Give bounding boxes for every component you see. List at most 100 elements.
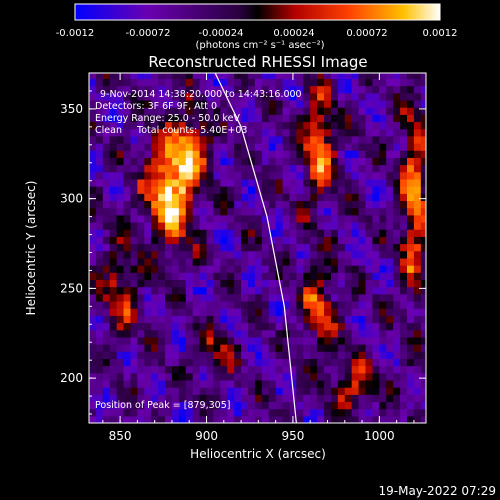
heatmap-cell bbox=[130, 214, 138, 223]
heatmap-cell bbox=[178, 322, 187, 331]
heatmap-cell bbox=[137, 135, 145, 144]
heatmap-cell bbox=[206, 279, 215, 288]
heatmap-cell bbox=[220, 164, 228, 173]
heatmap-cell bbox=[123, 315, 132, 324]
heatmap-cell bbox=[337, 135, 346, 144]
heatmap-cell bbox=[330, 272, 339, 281]
heatmap-cell bbox=[310, 207, 318, 216]
heatmap-cell bbox=[165, 322, 173, 331]
heatmap-cell bbox=[337, 214, 346, 223]
chart-title: Reconstructed RHESSI Image bbox=[148, 53, 367, 71]
heatmap-cell bbox=[171, 279, 180, 288]
heatmap-cell bbox=[372, 286, 380, 295]
heatmap-cell bbox=[351, 157, 360, 166]
heatmap-cell bbox=[330, 193, 339, 202]
heatmap-cell bbox=[213, 193, 221, 202]
heatmap-cell bbox=[220, 143, 228, 151]
heatmap-cell bbox=[247, 315, 256, 324]
heatmap-cell bbox=[144, 279, 152, 288]
heatmap-cell bbox=[275, 351, 284, 359]
heatmap-cell bbox=[400, 171, 408, 180]
heatmap-cell bbox=[268, 279, 277, 288]
heatmap-cell bbox=[310, 372, 318, 381]
heatmap-cell bbox=[178, 85, 187, 94]
heatmap-cell bbox=[282, 408, 291, 417]
heatmap-cell bbox=[151, 73, 159, 79]
heatmap-cell bbox=[400, 408, 408, 417]
heatmap-cell bbox=[234, 272, 242, 281]
heatmap-cell bbox=[220, 200, 228, 209]
heatmap-cell bbox=[192, 92, 201, 101]
heatmap-cell bbox=[268, 322, 277, 331]
heatmap-cell bbox=[358, 372, 367, 381]
heatmap-cell bbox=[324, 178, 332, 187]
heatmap-cell bbox=[289, 315, 297, 324]
heatmap-cell bbox=[165, 164, 173, 173]
heatmap-cell bbox=[241, 193, 249, 202]
heatmap-cell bbox=[344, 99, 353, 108]
heatmap-cell bbox=[213, 207, 221, 216]
heatmap-cell bbox=[317, 186, 325, 194]
heatmap-cell bbox=[213, 99, 221, 108]
heatmap-cell bbox=[420, 207, 426, 216]
heatmap-cell bbox=[317, 157, 325, 166]
heatmap-cell bbox=[109, 365, 118, 374]
heatmap-cell bbox=[95, 279, 104, 288]
annotation-energy-range: Energy Range: 25.0 - 50.0 keV bbox=[95, 113, 240, 124]
heatmap-cell bbox=[171, 351, 180, 359]
heatmap-cell bbox=[413, 372, 422, 381]
heatmap-cell bbox=[261, 157, 270, 166]
heatmap-cell bbox=[400, 257, 408, 266]
heatmap-cell bbox=[268, 358, 277, 367]
heatmap-cell bbox=[144, 164, 152, 173]
heatmap-cell bbox=[213, 279, 221, 288]
heatmap-cell bbox=[358, 229, 367, 237]
heatmap-cell bbox=[303, 250, 311, 259]
heatmap-cell bbox=[130, 78, 138, 87]
heatmap-cell bbox=[220, 300, 228, 309]
heatmap-cell bbox=[365, 107, 374, 115]
heatmap-cell bbox=[400, 243, 408, 252]
heatmap-cell bbox=[213, 257, 221, 266]
heatmap-cell bbox=[109, 221, 118, 230]
heatmap-cell bbox=[227, 78, 235, 87]
heatmap-cell bbox=[206, 121, 215, 130]
heatmap-cell bbox=[337, 207, 346, 216]
heatmap-cell bbox=[337, 114, 346, 123]
heatmap-cell bbox=[199, 164, 208, 173]
heatmap-cell bbox=[234, 415, 242, 423]
heatmap-cell bbox=[89, 344, 97, 352]
heatmap-cell bbox=[261, 164, 270, 173]
heatmap-cell bbox=[344, 394, 353, 403]
heatmap-cell bbox=[310, 107, 318, 115]
heatmap-cell bbox=[400, 300, 408, 309]
heatmap-cell bbox=[282, 272, 291, 281]
heatmap-cell bbox=[337, 221, 346, 230]
heatmap-cell bbox=[330, 85, 339, 94]
heatmap-cell bbox=[178, 293, 187, 302]
heatmap-cell bbox=[206, 135, 215, 144]
heatmap-cell bbox=[400, 214, 408, 223]
heatmap-cell bbox=[261, 107, 270, 115]
heatmap-cell bbox=[206, 415, 215, 423]
heatmap-cell bbox=[303, 243, 311, 252]
heatmap-cell bbox=[386, 358, 394, 367]
heatmap-cell bbox=[178, 265, 187, 273]
plot-frame bbox=[88, 72, 427, 424]
heatmap-cell bbox=[185, 379, 194, 388]
heatmap-cell bbox=[406, 379, 415, 388]
heatmap-cell bbox=[130, 336, 138, 345]
heatmap-cell bbox=[406, 78, 415, 87]
heatmap-cell bbox=[158, 336, 166, 345]
heatmap-cell bbox=[151, 322, 159, 331]
heatmap-cell bbox=[109, 73, 118, 79]
heatmap-cell bbox=[275, 186, 284, 194]
heatmap-cell bbox=[282, 99, 291, 108]
heatmap-cell bbox=[268, 387, 277, 395]
heatmap-cell bbox=[102, 401, 111, 410]
heatmap-cell bbox=[137, 73, 145, 79]
heatmap-cell bbox=[268, 394, 277, 403]
heatmap-cell bbox=[310, 365, 318, 374]
heatmap-cell bbox=[116, 265, 125, 273]
heatmap-cell bbox=[220, 265, 228, 273]
